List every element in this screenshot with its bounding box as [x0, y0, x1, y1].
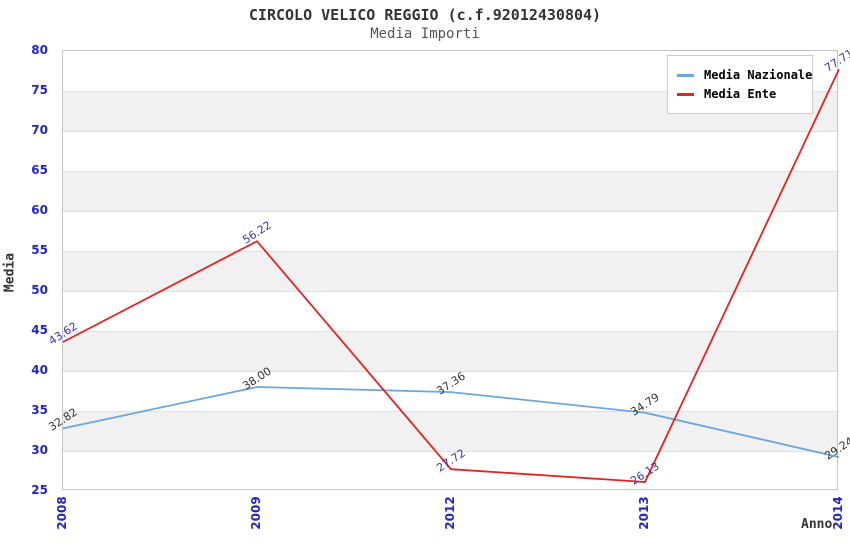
y-axis-title: Media: [2, 252, 18, 293]
y-tick-label: 50: [31, 283, 48, 297]
legend-line-sample-blue: [677, 73, 694, 77]
x-axis-title: Anno: [801, 517, 833, 532]
y-tick-label: 65: [31, 163, 48, 177]
chart-subtitle: Media Importi: [370, 26, 480, 42]
gridline: [63, 250, 837, 252]
y-tick-label: 75: [31, 83, 48, 97]
y-tick-label: 80: [31, 43, 48, 57]
y-tick-label: 35: [31, 403, 48, 417]
gridline: [63, 370, 837, 372]
gridline: [63, 130, 837, 132]
y-tick-label: 70: [31, 123, 48, 137]
legend-label: Media Nazionale: [704, 68, 813, 82]
y-tick-label: 30: [31, 443, 48, 457]
legend: Media Nazionale Media Ente: [667, 55, 813, 114]
legend-item-media-nazionale: Media Nazionale: [677, 67, 812, 83]
gridline: [63, 210, 837, 212]
legend-item-media-ente: Media Ente: [677, 86, 804, 102]
y-tick-label: 60: [31, 203, 48, 217]
plot-area: 32.82 38.00 37.36 34.79 29.24 43.62 56.22 27.72…: [46, 47, 850, 490]
y-tick-label: 40: [31, 363, 48, 377]
series-line-media-ente: [62, 68, 840, 483]
chart-title: CIRCOLO VELICO REGGIO (c.f.92012430804): [248, 6, 602, 24]
gridline: [63, 290, 837, 292]
chart-lines: [62, 68, 840, 483]
legend-label: Media Ente: [704, 87, 777, 101]
x-tick-label: 2014: [831, 496, 845, 530]
x-tick-label: 2013: [637, 496, 651, 530]
legend-line-sample-red: [677, 92, 694, 96]
gridline: [63, 450, 837, 452]
y-tick-label: 55: [31, 243, 48, 257]
gridline: [63, 410, 837, 412]
y-tick-label: 45: [31, 323, 48, 337]
gridline: [63, 90, 837, 92]
gridline: [63, 170, 837, 172]
x-tick-label: 2008: [55, 496, 69, 530]
series-line-media-nazionale: [62, 386, 840, 458]
y-tick-label: 25: [31, 483, 48, 497]
x-tick-label: 2009: [249, 496, 263, 530]
x-tick-label: 2012: [443, 496, 457, 530]
gridline: [63, 330, 837, 332]
